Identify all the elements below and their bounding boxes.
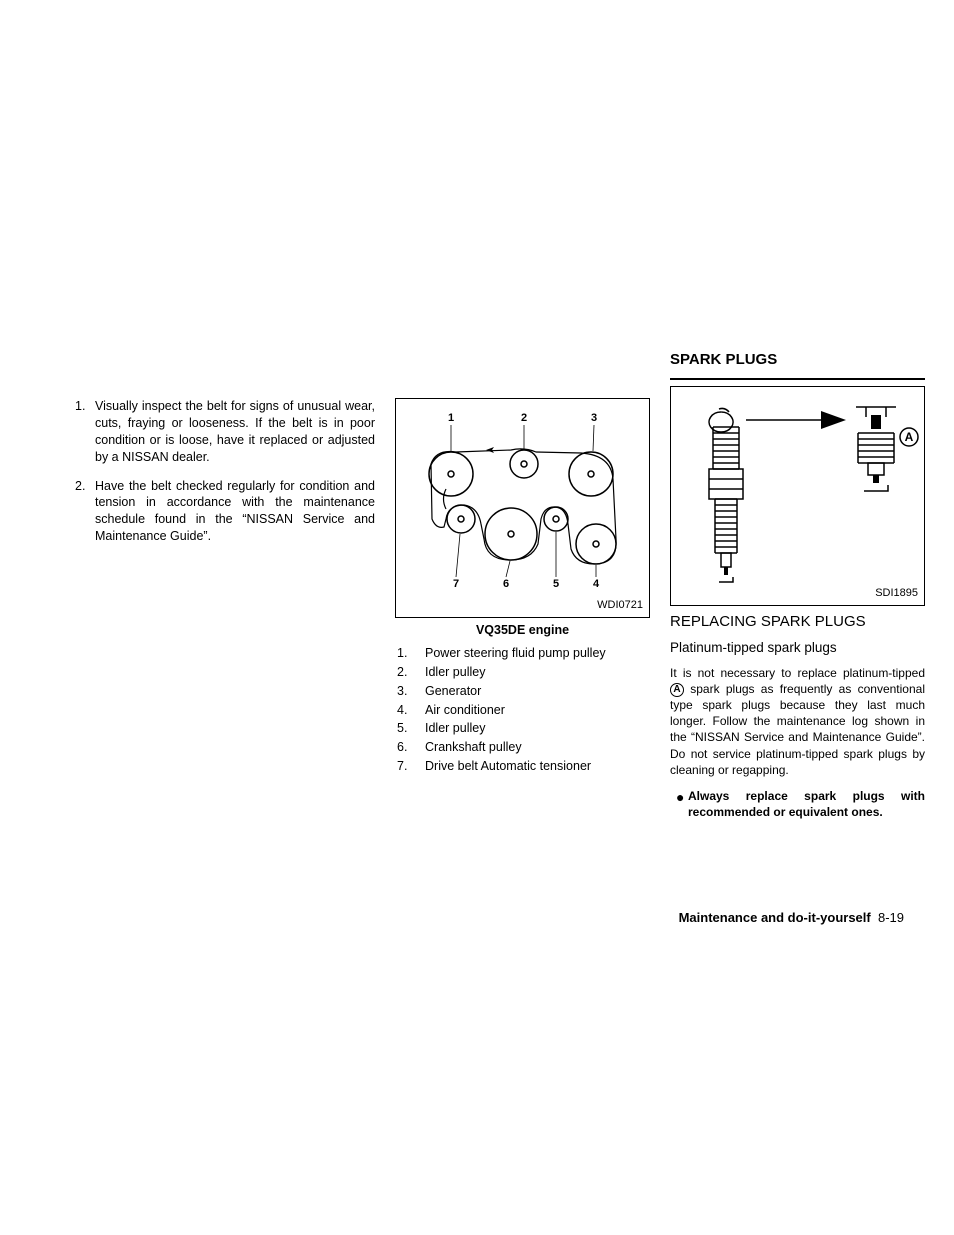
svg-text:2: 2: [521, 412, 527, 424]
bullet-item: ● Always replace spark plugs with recomm…: [670, 788, 925, 820]
belt-diagram-figure: 1 2 3 7 6 5 4: [395, 398, 650, 618]
svg-text:4: 4: [593, 578, 600, 590]
page-content: 1. Visually inspect the belt for signs o…: [75, 350, 905, 820]
subsection-heading: REPLACING SPARK PLUGS: [670, 612, 925, 632]
list-text: Visually inspect the belt for signs of u…: [95, 398, 375, 466]
svg-text:7: 7: [453, 578, 459, 590]
svg-text:1: 1: [448, 412, 454, 424]
figure-caption: VQ35DE engine: [395, 622, 650, 639]
page-footer: Maintenance and do-it-yourself 8-19: [679, 910, 904, 925]
column-right: SPARK PLUGS: [670, 350, 925, 820]
paragraph-text-post: spark plugs as frequently as conventiona…: [670, 682, 925, 777]
legend-item: 1.Power steering fluid pump pulley: [395, 645, 650, 662]
legend-item: 6.Crankshaft pulley: [395, 739, 650, 756]
list-item: 1. Visually inspect the belt for signs o…: [75, 398, 375, 466]
svg-text:5: 5: [553, 578, 559, 590]
column-middle: 1 2 3 7 6 5 4: [395, 350, 650, 820]
legend-item: 3.Generator: [395, 683, 650, 700]
list-item: 2. Have the belt checked regularly for c…: [75, 478, 375, 546]
body-paragraph: It is not necessary to replace platinum-…: [670, 665, 925, 778]
paragraph-text-pre: It is not necessary to replace platinum-…: [670, 666, 925, 680]
figure-code: WDI0721: [597, 598, 643, 613]
figure-code: SDI1895: [875, 586, 918, 601]
list-number: 1.: [75, 398, 95, 466]
svg-text:A: A: [905, 430, 914, 444]
svg-text:3: 3: [591, 412, 597, 424]
footer-section: Maintenance and do-it-yourself: [679, 910, 871, 925]
spark-plug-svg: A: [671, 387, 924, 605]
legend-item: 2.Idler pulley: [395, 664, 650, 681]
bullet-icon: ●: [670, 788, 688, 820]
bullet-text: Always replace spark plugs with recommen…: [688, 788, 925, 820]
belt-diagram-svg: 1 2 3 7 6 5 4: [396, 399, 649, 617]
svg-text:6: 6: [503, 578, 509, 590]
column-left: 1. Visually inspect the belt for signs o…: [75, 350, 375, 820]
circled-label-icon: A: [670, 683, 684, 697]
legend-item: 7.Drive belt Automatic tensioner: [395, 758, 650, 775]
spark-plug-figure: A SDI1895: [670, 386, 925, 606]
list-text: Have the belt checked regularly for cond…: [95, 478, 375, 546]
footer-page: 8-19: [878, 910, 904, 925]
subsubsection-heading: Platinum-tipped spark plugs: [670, 639, 925, 657]
section-title: SPARK PLUGS: [670, 350, 925, 370]
list-number: 2.: [75, 478, 95, 546]
legend-item: 5.Idler pulley: [395, 720, 650, 737]
legend-item: 4.Air conditioner: [395, 702, 650, 719]
section-rule: [670, 378, 925, 380]
